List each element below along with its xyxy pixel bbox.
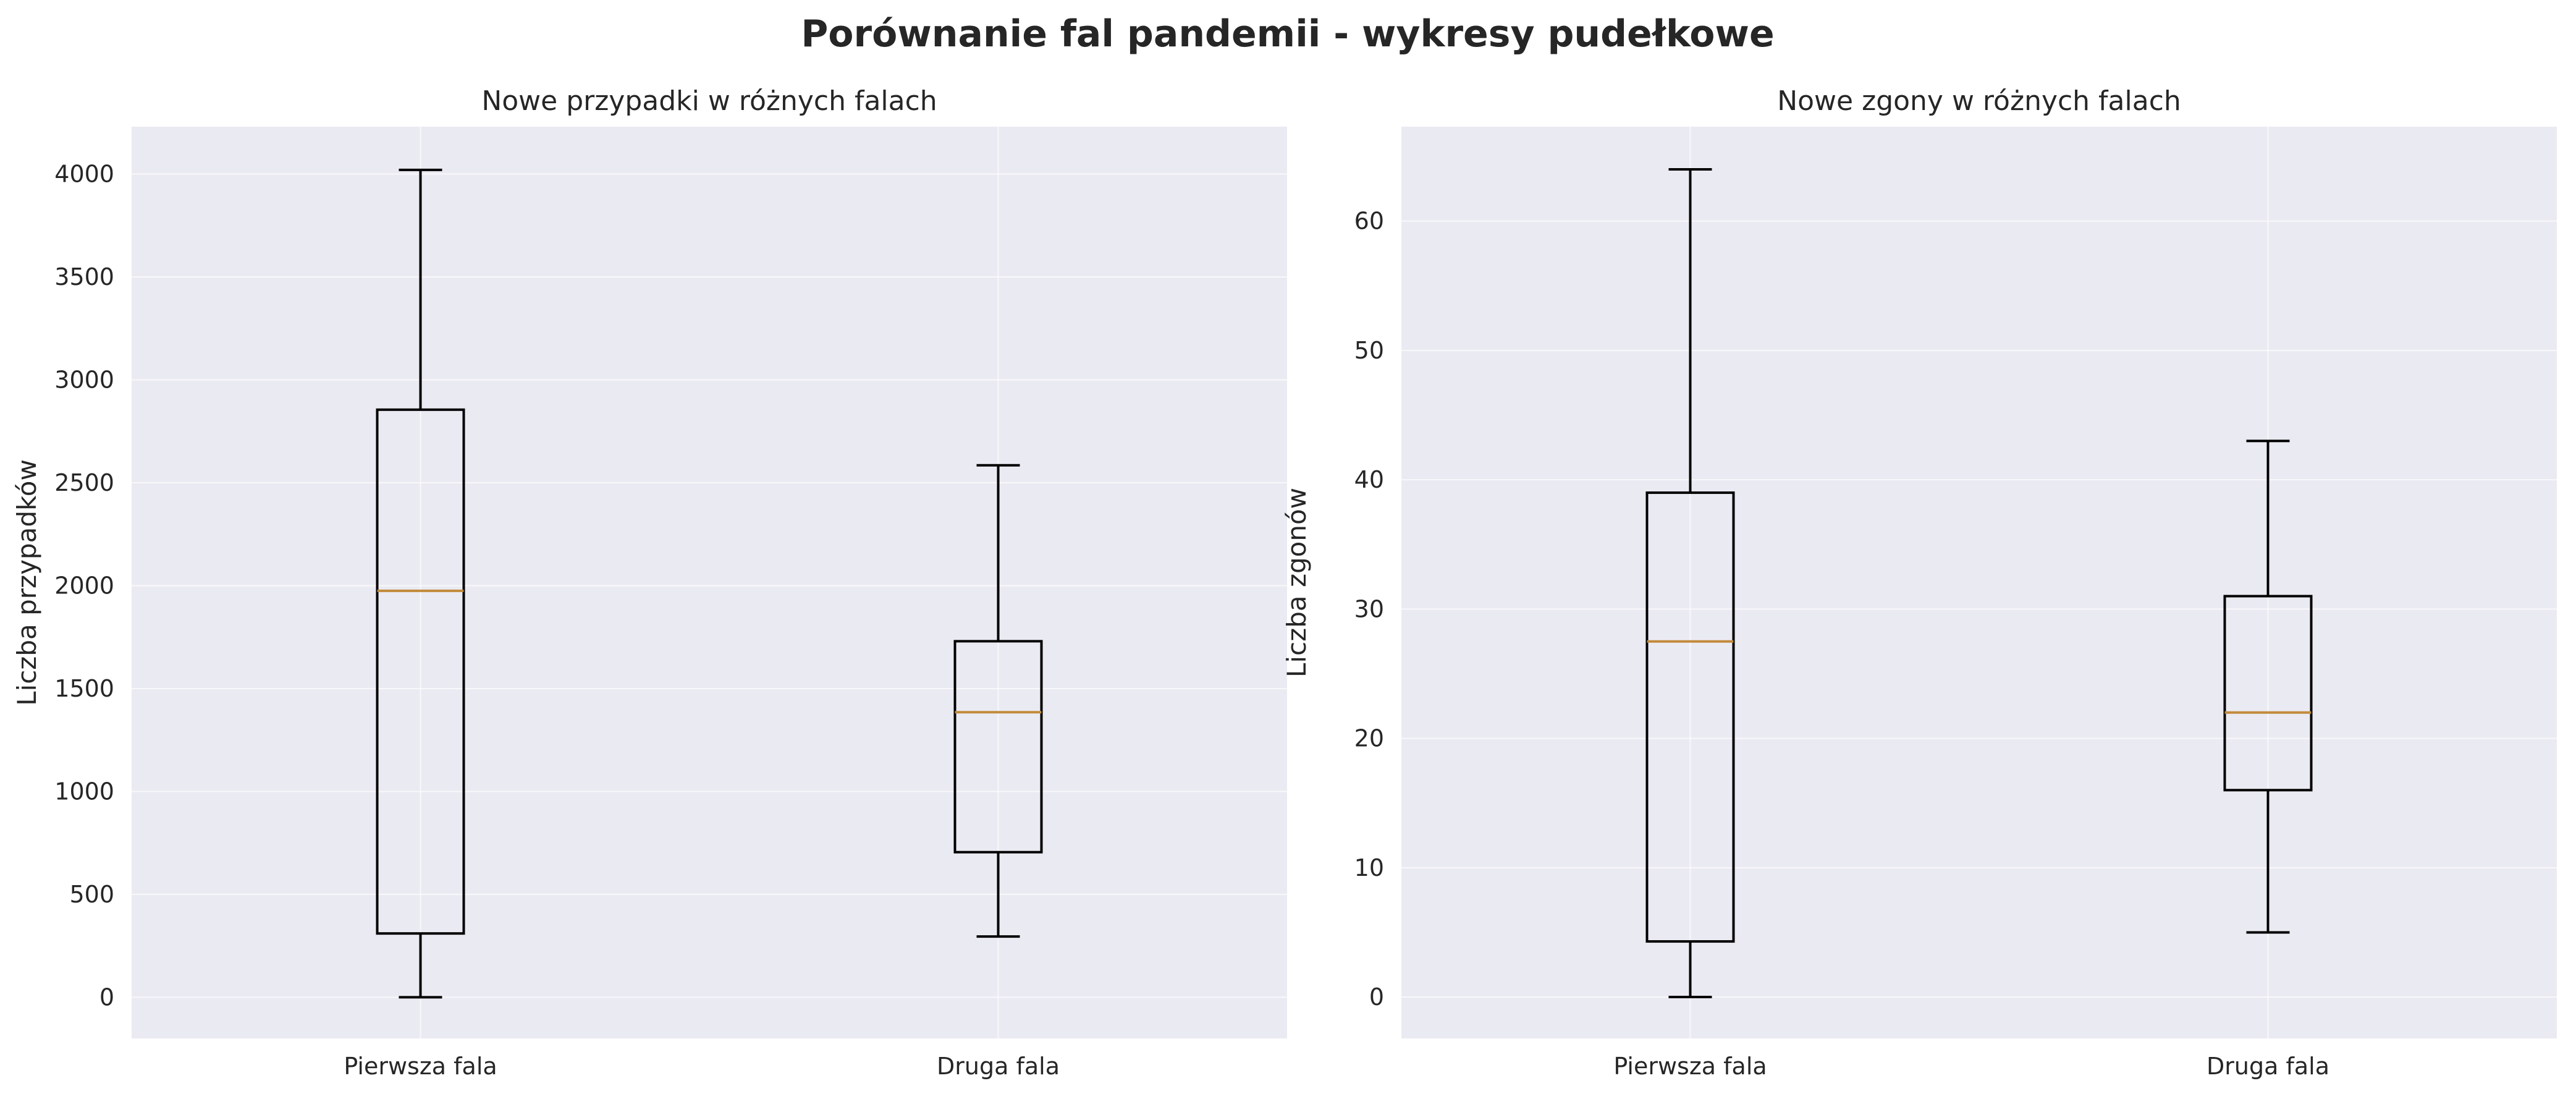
iqr-box (376, 408, 465, 935)
cases-xtick-label: Druga fala (937, 1053, 1060, 1080)
deaths-box-1 (1645, 168, 1735, 999)
iqr-box (1645, 491, 1735, 943)
deaths-ytick-label: 0 (1369, 983, 1384, 1011)
cases-ytick-label: 500 (69, 881, 114, 908)
cases-ytick-label: 1000 (54, 778, 114, 805)
deaths-ytick-label: 10 (1354, 854, 1384, 881)
cases-ylabel: Liczba przypadków (12, 459, 42, 706)
deaths-boxplot-panel: 0 10 20 30 40 50 60 Pierwsza fala Druga fala Nowe… (1282, 85, 2557, 1080)
cases-axes-title: Nowe przypadki w różnych falach (481, 85, 937, 117)
iqr-box (2223, 595, 2313, 792)
cases-plot-area (132, 127, 1287, 1038)
cases-ytick-label: 3000 (54, 367, 114, 394)
cases-ytick-label: 2500 (54, 469, 114, 496)
cases-ytick-label: 3500 (54, 263, 114, 291)
cases-xtick-label: Pierwsza fala (344, 1053, 497, 1080)
deaths-box-2 (2223, 439, 2313, 934)
cases-boxplot-panel: 0 500 1000 1500 2000 2500 3000 3500 4000 Pierwsza… (12, 85, 1287, 1080)
cases-ytick-label: 0 (99, 983, 114, 1011)
cases-box-2 (953, 464, 1043, 938)
deaths-ytick-label: 60 (1354, 208, 1384, 235)
cases-ytick-label: 4000 (54, 161, 114, 188)
deaths-plot-area (1401, 127, 2557, 1038)
iqr-box (953, 640, 1043, 854)
deaths-xtick-label: Druga fala (2206, 1053, 2329, 1080)
deaths-axes-title: Nowe zgony w różnych falach (1777, 85, 2181, 117)
cases-box-1 (376, 168, 465, 999)
deaths-ytick-label: 40 (1354, 466, 1384, 493)
deaths-ytick-label: 20 (1354, 725, 1384, 752)
deaths-ytick-label: 50 (1354, 337, 1384, 364)
deaths-ylabel: Liczba zgonów (1282, 488, 1312, 677)
deaths-xtick-label: Pierwsza fala (1613, 1053, 1767, 1080)
cases-ytick-label: 2000 (54, 572, 114, 599)
figure-title: Porównanie fal pandemii - wykresy pudełk… (801, 12, 1774, 56)
cases-ytick-label: 1500 (54, 675, 114, 702)
deaths-ytick-label: 30 (1354, 595, 1384, 622)
